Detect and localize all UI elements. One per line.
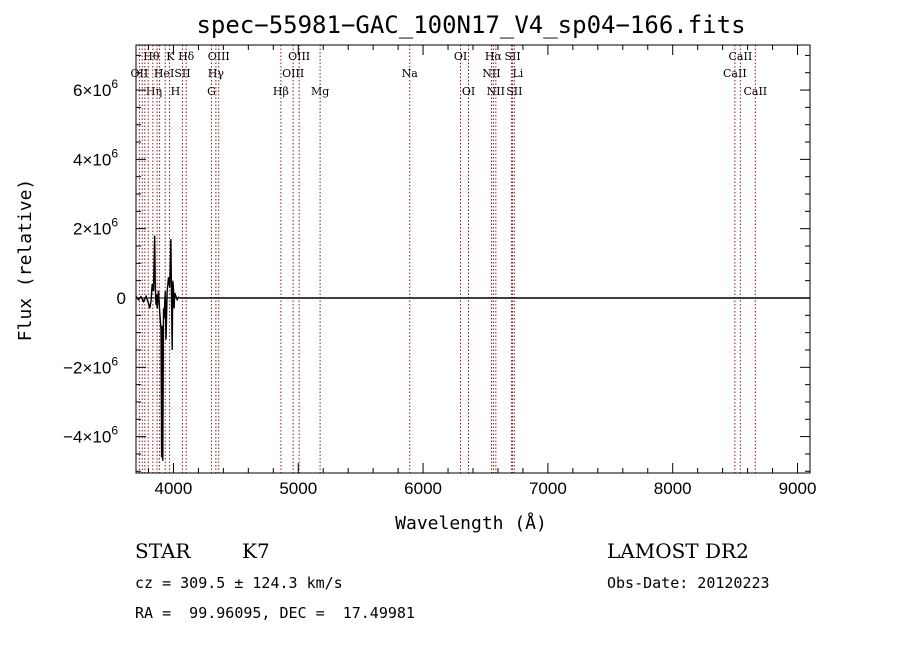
x-tick-label: 8000 [654,479,692,498]
y-tick-label: 0 [117,289,126,308]
coordinates: RA = 99.96095, DEC = 17.49981 [135,604,415,622]
spectral-line-label: Hδ [178,50,195,63]
spectral-line-label: G [207,85,216,98]
object-class: STAR [135,539,191,563]
spectral-line-label: OII [131,67,149,80]
spectral-line-label: SII [506,85,522,98]
axis-ticks: 4000 5000 6000 7000 8000 9000 6×106 4×106 2×106 0… [63,45,816,498]
spectral-line-label: Hγ [208,67,225,80]
spectral-line-label: CaII [723,67,747,80]
spectral-line-label: NII [482,67,500,80]
spectral-line-label: OI [462,85,475,98]
spectral-line-label: OIII [282,67,304,80]
spectral-line-label: CaII [729,50,753,63]
y-tick-label: 4×106 [73,146,118,169]
spectral-line-label: SII [504,50,520,63]
chart-title: spec−55981−GAC_100N17_V4_sp04−166.fits [196,11,745,39]
y-tick-label: −2×106 [63,354,118,377]
spectral-line-label: OIII [208,50,230,63]
x-tick-label: 4000 [155,479,193,498]
x-tick-label: 6000 [404,479,442,498]
spectral-line-label: Na [402,67,419,80]
spectral-line-label: OIII [288,50,310,63]
survey-name: LAMOST DR2 [607,539,749,563]
plot-frame [135,44,811,474]
spectrum-series [135,235,810,461]
spectral-line-label: H [171,85,181,98]
y-tick-label: 6×106 [73,77,118,100]
observation-date: Obs-Date: 20120223 [607,574,770,592]
spectral-line-label: SII [174,67,190,80]
spectral-line-label: K [166,50,175,63]
y-tick-label: 2×106 [73,216,118,239]
spectral-line-label: Hη [146,85,162,98]
object-subclass: K7 [242,539,270,563]
spectral-line-label: Li [512,67,523,80]
spectral-line-label: OI [454,50,467,63]
spectral-line-label: Hβ [273,85,289,98]
y-axis-label: Flux (relative) [15,179,36,342]
spectral-line-label: CaII [743,85,767,98]
x-tick-label: 9000 [779,479,817,498]
spectral-line-label: Hα [485,50,503,63]
spectral-line-label: NII [487,85,505,98]
x-axis-label: Wavelength (Å) [395,512,547,534]
redshift-velocity: cz = 309.5 ± 124.3 km/s [135,574,343,592]
spectrum-line [135,235,810,461]
spectral-line-label: Hθ [143,50,160,63]
y-tick-label: −4×106 [63,424,118,447]
x-tick-label: 5000 [279,479,317,498]
spectral-lines: OIIHθHηHeIKHSIIHδGHγOIIIHβOIIIOIIIMgNaOI… [131,45,767,473]
spectral-line-label: Mg [311,85,329,98]
x-tick-label: 7000 [529,479,567,498]
